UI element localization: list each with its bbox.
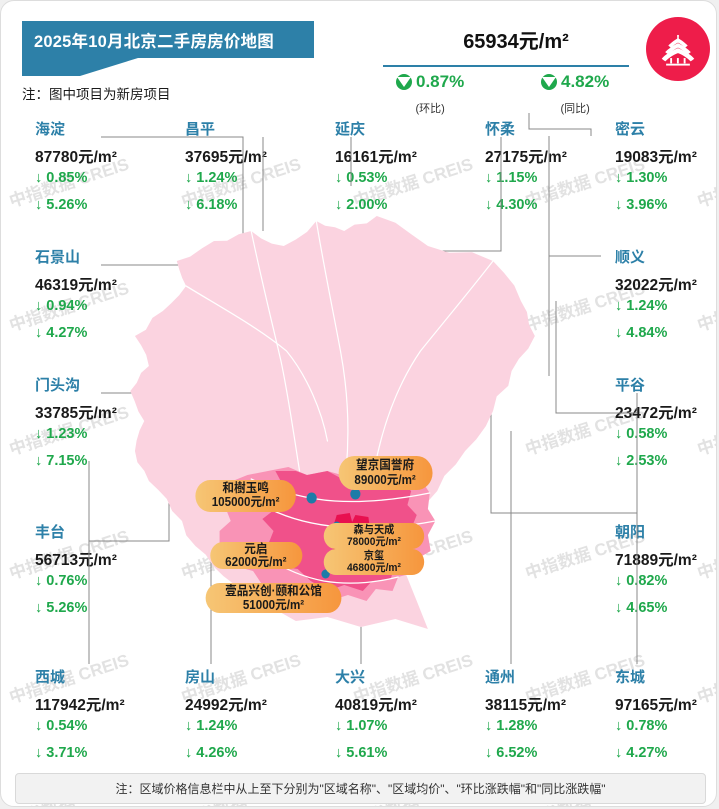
svg-text:和樹玉鸣: 和樹玉鸣 — [222, 480, 268, 496]
svg-text:46800元/m²: 46800元/m² — [347, 562, 401, 574]
svg-text:壹品兴创·颐和公馆: 壹品兴创·颐和公馆 — [225, 583, 322, 599]
svg-text:78000元/m²: 78000元/m² — [347, 536, 401, 548]
svg-text:105000元/m²: 105000元/m² — [212, 495, 280, 509]
svg-text:89000元/m²: 89000元/m² — [354, 473, 415, 487]
svg-text:望京国誉府: 望京国誉府 — [356, 457, 414, 473]
svg-text:51000元/m²: 51000元/m² — [243, 598, 304, 612]
svg-text:京玺: 京玺 — [364, 549, 385, 562]
svg-text:森与天成: 森与天成 — [354, 523, 395, 536]
svg-text:62000元/m²: 62000元/m² — [225, 555, 286, 569]
